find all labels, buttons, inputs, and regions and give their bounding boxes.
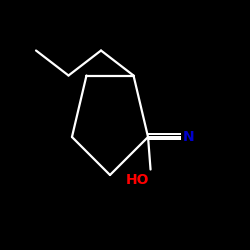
Text: N: N [182, 130, 194, 144]
Text: HO: HO [126, 173, 149, 187]
